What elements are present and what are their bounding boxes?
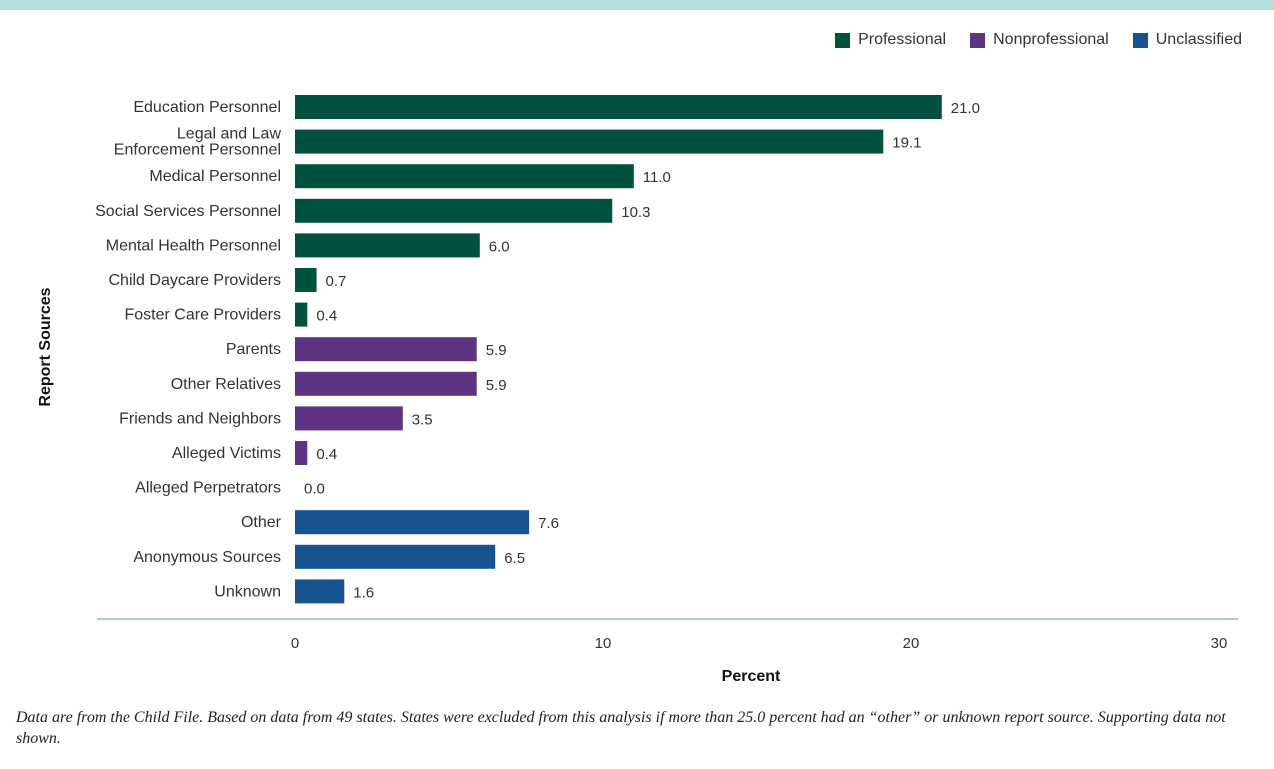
bar-other — [295, 510, 530, 535]
legend-swatch-unclassified — [1132, 32, 1148, 48]
value-labels: 21.0 19.1 11.0 10.3 6.0 0.7 0.4 5.9 5.9 3.5 0.4 0.0… — [304, 100, 980, 601]
bar-mental-health-personnel — [295, 233, 480, 258]
category-label-child-daycare-providers: Child Daycare Providers — [108, 272, 281, 289]
value-label-education-personnel: 21.0 — [951, 100, 980, 117]
bar-education-personnel — [295, 95, 942, 119]
bars-layer — [295, 95, 942, 604]
legend-swatch-professional — [835, 32, 851, 48]
legend-item-nonprofessional: Nonprofessional — [970, 31, 1109, 49]
category-label-medical-personnel: Medical Personnel — [149, 168, 281, 185]
value-label-other-relatives: 5.9 — [486, 377, 507, 394]
value-label-social-services-personnel: 10.3 — [621, 204, 650, 221]
category-label-alleged-perpetrators: Alleged Perpetrators — [135, 480, 281, 497]
legend-label-unclassified: Unclassified — [1155, 31, 1242, 48]
legend-item-professional: Professional — [835, 31, 946, 49]
category-label-foster-care-providers: Foster Care Providers — [125, 307, 282, 324]
footnote: Data are from the Child File. Based on d… — [16, 709, 1226, 747]
value-label-parents: 5.9 — [486, 342, 507, 359]
legend-item-unclassified: Unclassified — [1132, 31, 1242, 49]
value-label-alleged-victims: 0.4 — [316, 446, 337, 463]
legend-label-nonprofessional: Nonprofessional — [993, 31, 1109, 48]
bar-child-daycare-providers — [295, 268, 317, 292]
category-label-unknown: Unknown — [214, 583, 281, 600]
value-label-medical-personnel: 11.0 — [643, 169, 671, 186]
bar-friends-and-neighbors — [295, 406, 403, 431]
bar-alleged-victims — [295, 441, 308, 465]
category-label-alleged-victims: Alleged Victims — [172, 445, 281, 462]
x-tick-label-10: 10 — [595, 635, 612, 652]
category-label-education-personnel: Education Personnel — [133, 99, 281, 116]
category-labels: Education Personnel Legal and LawEnforcem… — [95, 99, 282, 600]
value-label-legal-and-law-enforcement-personnel: 19.1 — [892, 135, 921, 152]
category-label-anonymous-sources: Anonymous Sources — [133, 549, 281, 566]
y-axis-title: Report Sources — [37, 287, 54, 406]
category-label-other: Other — [241, 514, 282, 531]
value-label-friends-and-neighbors: 3.5 — [412, 411, 433, 428]
value-label-alleged-perpetrators: 0.0 — [304, 481, 325, 498]
bar-legal-and-law-enforcement-personnel — [295, 129, 884, 154]
bar-foster-care-providers — [295, 302, 308, 327]
value-label-child-daycare-providers: 0.7 — [326, 273, 347, 290]
top-accent-bar — [0, 0, 1274, 10]
value-label-unknown: 1.6 — [353, 584, 374, 601]
category-label-legal-and-law-enforcement-personnel-line2: Enforcement Personnel — [114, 142, 281, 159]
bar-other-relatives — [295, 371, 477, 396]
legend-swatch-nonprofessional — [970, 32, 986, 48]
value-label-other: 7.6 — [538, 515, 559, 532]
value-label-mental-health-personnel: 6.0 — [489, 238, 510, 255]
bar-anonymous-sources — [295, 544, 496, 569]
x-axis-title: Percent — [722, 668, 781, 685]
category-label-social-services-personnel: Social Services Personnel — [95, 203, 281, 220]
category-label-other-relatives: Other Relatives — [171, 376, 281, 393]
chart-legend: Professional Nonprofessional Unclassifie… — [835, 31, 1242, 49]
bar-parents — [295, 337, 477, 362]
bar-chart: Education Personnel Legal and LawEnforcem… — [37, 95, 1238, 685]
bar-unknown — [295, 579, 345, 604]
category-label-legal-and-law-enforcement-personnel-line1: Legal and Law — [177, 126, 282, 143]
x-tick-label-0: 0 — [291, 635, 299, 652]
category-label-mental-health-personnel: Mental Health Personnel — [106, 237, 281, 254]
bar-medical-personnel — [295, 164, 634, 189]
legend-label-professional: Professional — [858, 31, 947, 48]
category-label-parents: Parents — [226, 341, 281, 358]
value-label-anonymous-sources: 6.5 — [504, 550, 525, 567]
value-label-foster-care-providers: 0.4 — [316, 308, 337, 325]
bar-social-services-personnel — [295, 198, 613, 223]
x-tick-label-20: 20 — [903, 635, 920, 652]
category-label-friends-and-neighbors: Friends and Neighbors — [119, 410, 281, 427]
x-axis-ticks: 0 10 20 30 — [291, 635, 1228, 652]
x-tick-label-30: 30 — [1211, 635, 1228, 652]
